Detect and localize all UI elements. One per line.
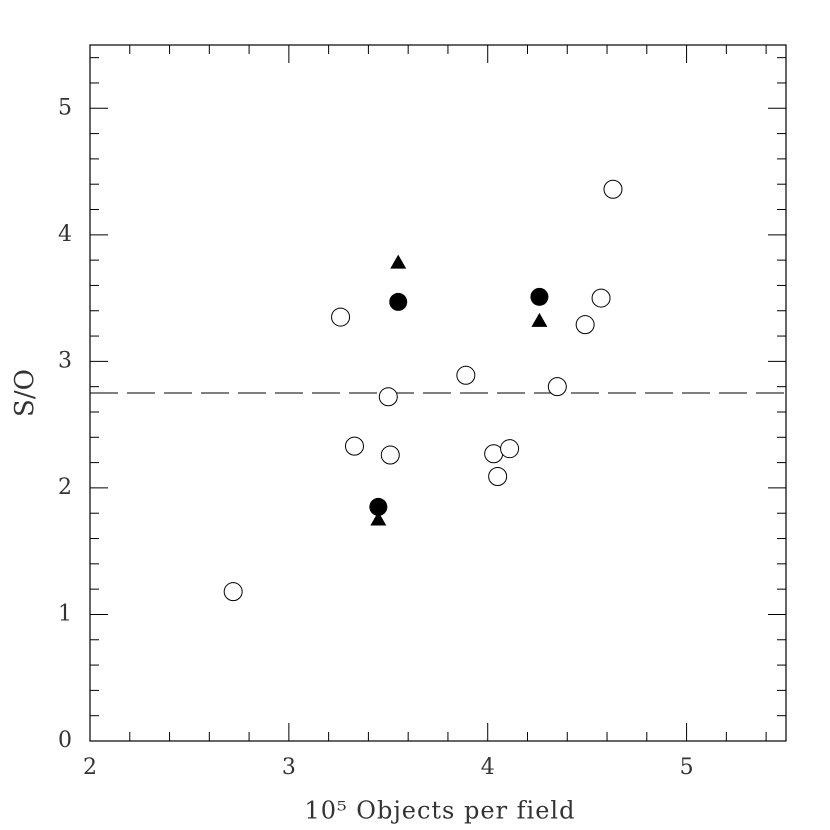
x-tick-label: 3 <box>282 755 296 780</box>
open-circle-point <box>484 444 504 464</box>
filled-circle-point <box>369 497 388 516</box>
filled-circle-point <box>530 287 549 306</box>
open-circle-point <box>603 179 623 199</box>
open-circle-point <box>456 365 476 385</box>
triangle-point <box>370 511 387 526</box>
open-circle-point <box>547 377 567 397</box>
y-tick-label: 4 <box>58 222 72 247</box>
open-circle-point <box>223 582 243 602</box>
open-circle-point <box>488 467 508 487</box>
y-tick-label: 5 <box>58 95 72 120</box>
filled-circle-point <box>389 292 408 311</box>
open-circle-point <box>575 315 595 335</box>
y-tick-label: 1 <box>58 601 72 626</box>
y-axis-label: S/O <box>10 369 40 417</box>
y-tick-label: 2 <box>58 475 72 500</box>
x-axis-label: 10⁵ Objects per field <box>305 797 576 825</box>
open-circle-point <box>378 387 398 407</box>
open-circle-point <box>380 445 400 465</box>
triangle-point <box>390 254 407 269</box>
y-tick-label: 0 <box>58 728 72 753</box>
x-tick-label: 4 <box>481 755 495 780</box>
y-tick-label: 3 <box>58 348 72 373</box>
open-circle-point <box>331 307 351 327</box>
open-circle-point <box>591 288 611 308</box>
triangle-point <box>531 312 548 327</box>
x-tick-label: 5 <box>680 755 694 780</box>
open-circle-point <box>344 436 364 456</box>
x-tick-label: 2 <box>83 755 97 780</box>
open-circle-point <box>500 439 520 459</box>
